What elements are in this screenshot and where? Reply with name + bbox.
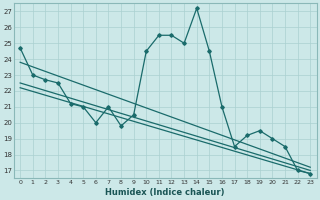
X-axis label: Humidex (Indice chaleur): Humidex (Indice chaleur) xyxy=(106,188,225,197)
